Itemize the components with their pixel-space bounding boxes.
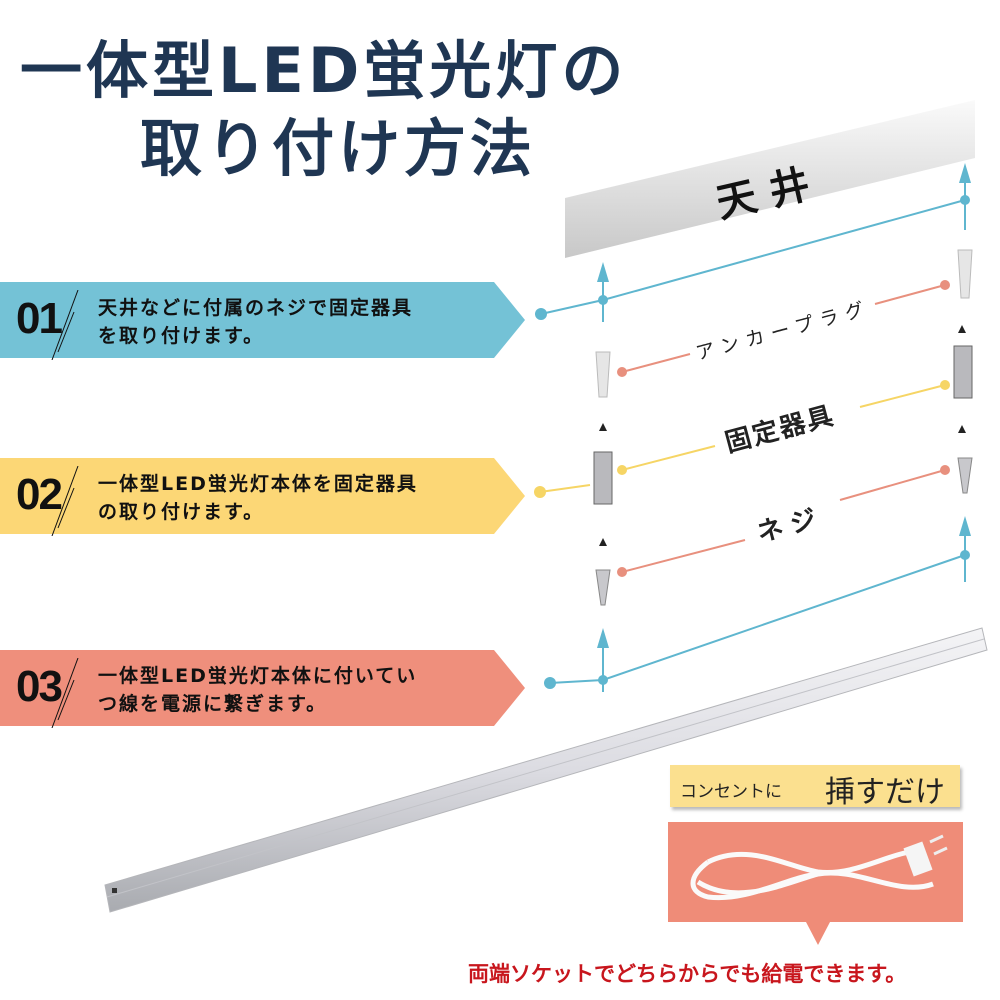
badge-large-text: 挿すだけ — [825, 775, 945, 810]
label-anchor-plug: アンカープラグ — [694, 297, 874, 365]
label-bracket: 固定器具 — [722, 400, 838, 459]
power-note: 両端ソケットでどちらからでも給電できます。 — [468, 962, 907, 986]
ceiling — [565, 100, 975, 258]
step-text: 天井などに付属のネジで固定器具 を取り付けます。 — [98, 297, 414, 347]
step-02: 02 一体型LED蛍光灯本体を固定器具 の取り付けます。 — [0, 458, 525, 536]
label-screw: ネジ — [754, 502, 827, 549]
power-cord-icon — [690, 834, 948, 901]
title-line-2: 取り付け方法 — [140, 112, 537, 185]
led-tube — [104, 627, 988, 913]
step-text: 一体型LED蛍光灯本体に付いてい つ線を電源に繋ぎます。 — [98, 665, 418, 715]
step-01: 01 天井などに付属のネジで固定器具 を取り付けます。 — [0, 282, 525, 360]
badge-small-text: コンセントに — [680, 782, 782, 802]
step-number: 03 — [16, 662, 63, 711]
step-text: 一体型LED蛍光灯本体を固定器具 の取り付けます。 — [98, 473, 418, 523]
step-number: 01 — [16, 294, 63, 343]
step-03: 03 一体型LED蛍光灯本体に付いてい つ線を電源に繋ぎます。 — [0, 650, 525, 728]
anchor-plug-icon — [595, 249, 973, 398]
screw-icon — [595, 457, 973, 606]
step-number: 02 — [16, 470, 63, 519]
plug-in-badge: コンセントに 挿すだけ — [670, 765, 960, 810]
title-line-1: 一体型LED蛍光灯の — [20, 34, 628, 107]
power-cord-image — [668, 822, 963, 922]
bracket-icon — [593, 345, 973, 505]
